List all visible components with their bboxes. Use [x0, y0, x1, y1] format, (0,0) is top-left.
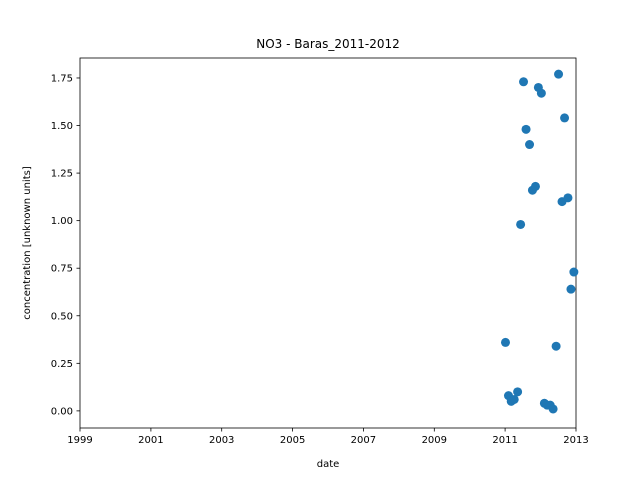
- y-axis-label: concentration [unknown units]: [22, 166, 33, 320]
- data-point: [513, 387, 523, 397]
- y-tick-label: 0.50: [51, 311, 73, 322]
- x-axis-label: date: [317, 459, 340, 470]
- data-point: [548, 404, 558, 414]
- x-tick-label: 2005: [280, 435, 305, 446]
- data-point: [519, 77, 529, 87]
- data-point: [509, 394, 519, 404]
- y-tick-label: 1.50: [51, 121, 73, 132]
- data-point: [560, 113, 570, 123]
- data-point: [525, 140, 535, 150]
- data-point: [551, 341, 561, 351]
- data-point: [566, 284, 576, 294]
- data-point: [516, 219, 526, 229]
- x-tick-label: 2013: [563, 435, 588, 446]
- x-tick-label: 2011: [492, 435, 517, 446]
- plot-area-frame: [79, 57, 577, 429]
- y-tick-label: 0.00: [51, 406, 73, 417]
- x-tick-label: 2007: [351, 435, 376, 446]
- x-tick-label: 2001: [138, 435, 163, 446]
- data-points: [500, 69, 579, 414]
- y-tick-label: 0.75: [51, 264, 73, 275]
- x-tick-label: 1999: [67, 435, 92, 446]
- data-point: [563, 193, 573, 203]
- data-point: [521, 124, 531, 134]
- y-axis: 0.00 0.25 0.50 0.75 1.00 1.25 1.50 1.75: [51, 73, 80, 417]
- y-tick-label: 1.25: [51, 169, 73, 180]
- data-point: [500, 337, 510, 347]
- y-tick-label: 0.25: [51, 359, 73, 370]
- y-tick-label: 1.00: [51, 216, 73, 227]
- data-point: [569, 267, 579, 277]
- data-point: [554, 69, 564, 79]
- data-point: [536, 88, 546, 98]
- y-tick-label: 1.75: [51, 73, 73, 84]
- data-point: [530, 181, 540, 191]
- chart-title: NO3 - Baras_2011-2012: [256, 37, 400, 51]
- x-tick-label: 2003: [209, 435, 234, 446]
- x-axis: 1999 2001 2003 2005 2007 2009 2011 2013: [67, 428, 589, 446]
- x-tick-label: 2009: [422, 435, 447, 446]
